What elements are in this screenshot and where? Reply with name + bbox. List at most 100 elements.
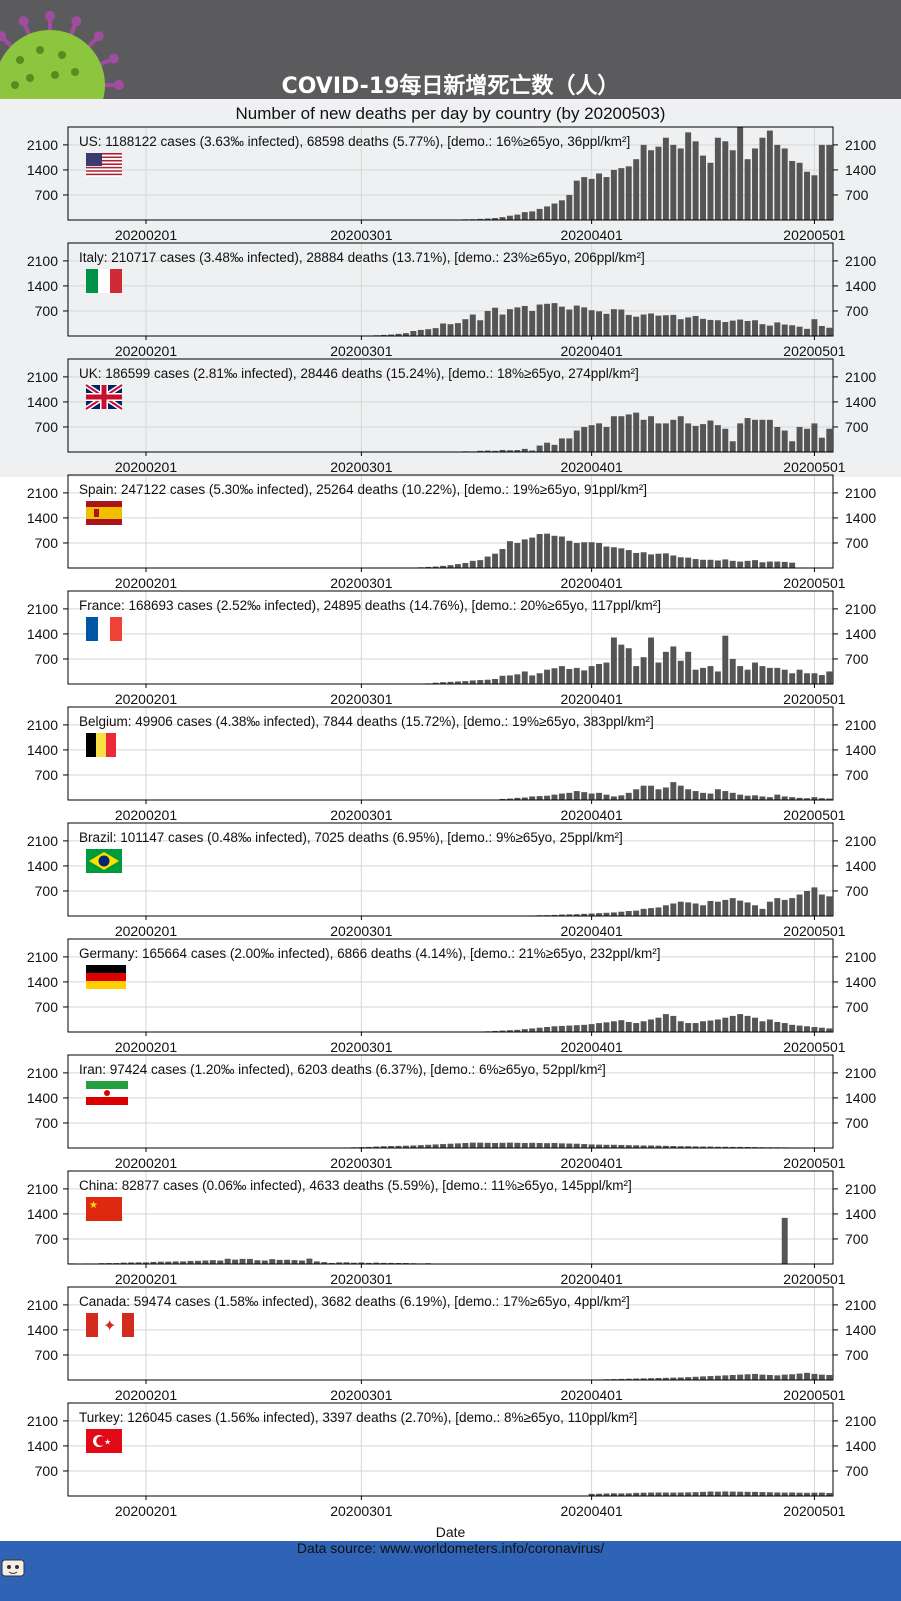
flag-part [98, 269, 110, 293]
us-flag-icon [86, 153, 122, 177]
data-bar [477, 450, 484, 452]
x-tick-label: 20200501 [783, 575, 846, 591]
data-bar [477, 680, 484, 684]
x-tick-label: 20200301 [330, 1155, 393, 1171]
data-bar [714, 1146, 721, 1148]
panel-frame [67, 1054, 834, 1149]
data-bar [388, 1262, 395, 1264]
data-bar [655, 146, 662, 220]
virus-spike-tip [114, 80, 124, 90]
data-bar [804, 171, 810, 220]
data-bar [477, 320, 484, 336]
data-bar [432, 328, 439, 336]
data-bar [722, 322, 729, 336]
data-bar [350, 1262, 357, 1264]
data-bar [469, 680, 476, 684]
y-tick-label-left: 2100 [27, 717, 58, 733]
panel-turkey: 700 700 1400 1400 2100 2100 20200201 20200301 20… [27, 1402, 876, 1519]
virus-spike-tip [71, 16, 82, 27]
data-bar [596, 1023, 603, 1032]
data-bar [655, 1378, 662, 1380]
data-bar [544, 1026, 551, 1032]
flag-part [86, 733, 96, 757]
data-bar [633, 159, 640, 220]
data-bar [187, 1260, 194, 1264]
data-bar [670, 782, 677, 800]
data-bar [603, 1493, 610, 1496]
data-bar [328, 1262, 335, 1264]
data-bar [417, 329, 424, 336]
data-bar [685, 1377, 692, 1380]
data-bar [648, 908, 655, 916]
x-tick-label: 20200401 [560, 1503, 623, 1519]
x-tick-label: 20200201 [115, 1503, 178, 1519]
y-tick-label-right: 1400 [845, 278, 876, 294]
y-tick-label-left: 2100 [27, 833, 58, 849]
data-bar [811, 797, 818, 800]
data-bar [789, 562, 796, 568]
y-tick-label-left: 700 [35, 1115, 59, 1131]
data-bar [722, 1375, 729, 1380]
data-bar [536, 208, 543, 220]
data-bar [804, 328, 810, 336]
flag-part [86, 394, 122, 400]
data-bar [737, 900, 744, 916]
data-bar [766, 797, 773, 800]
virus-spike-tip [108, 53, 119, 64]
data-bar [722, 899, 729, 916]
data-bar [804, 798, 810, 800]
data-bar [700, 1376, 706, 1380]
y-tick-label-right: 2100 [845, 833, 876, 849]
y-tick-label-right: 700 [845, 419, 869, 435]
data-bar [744, 1015, 751, 1032]
data-bar [759, 1492, 766, 1496]
highlight-band [0, 99, 901, 477]
flag-part [122, 1313, 134, 1337]
data-bar [818, 1027, 825, 1032]
data-bar [655, 1492, 662, 1496]
data-bar [558, 793, 565, 800]
data-bar [143, 1262, 149, 1264]
data-bar [135, 1262, 142, 1264]
data-bar [700, 905, 706, 916]
y-tick-label-right: 700 [845, 999, 869, 1015]
data-bar [566, 1143, 573, 1148]
flag-part [86, 269, 98, 293]
flag-part [86, 1313, 98, 1337]
data-bar [625, 314, 632, 336]
y-tick-label-left: 1400 [27, 394, 58, 410]
data-bar [454, 681, 461, 684]
x-tick-label: 20200501 [783, 343, 846, 359]
data-bar [440, 682, 447, 684]
data-bar [618, 1020, 625, 1032]
data-bar [737, 423, 744, 452]
virus-icon [0, 11, 124, 99]
data-bar [306, 1258, 313, 1264]
data-bar [625, 550, 632, 568]
data-bar [321, 1262, 328, 1264]
data-bar [781, 1217, 788, 1264]
data-bar [662, 1492, 669, 1496]
data-bar [551, 914, 558, 916]
data-bar [766, 901, 773, 916]
data-bar [655, 315, 662, 336]
data-bar [618, 1493, 625, 1496]
data-bar [685, 132, 692, 220]
data-bar [752, 1373, 758, 1380]
x-tick-label: 20200201 [115, 1387, 178, 1403]
es-flag-icon [86, 501, 122, 525]
data-bar [781, 324, 788, 336]
data-bar [811, 673, 818, 684]
data-bar [358, 1262, 365, 1264]
flag-part [86, 153, 102, 166]
data-bar [529, 211, 536, 220]
data-bar [729, 150, 736, 220]
data-bar [484, 218, 491, 220]
data-bar [529, 1028, 536, 1032]
data-bar [781, 899, 788, 916]
flag-part [86, 154, 122, 157]
data-bar [499, 1142, 506, 1148]
y-tick-label-left: 2100 [27, 137, 58, 153]
data-bar [662, 423, 669, 452]
data-bar [581, 307, 588, 336]
